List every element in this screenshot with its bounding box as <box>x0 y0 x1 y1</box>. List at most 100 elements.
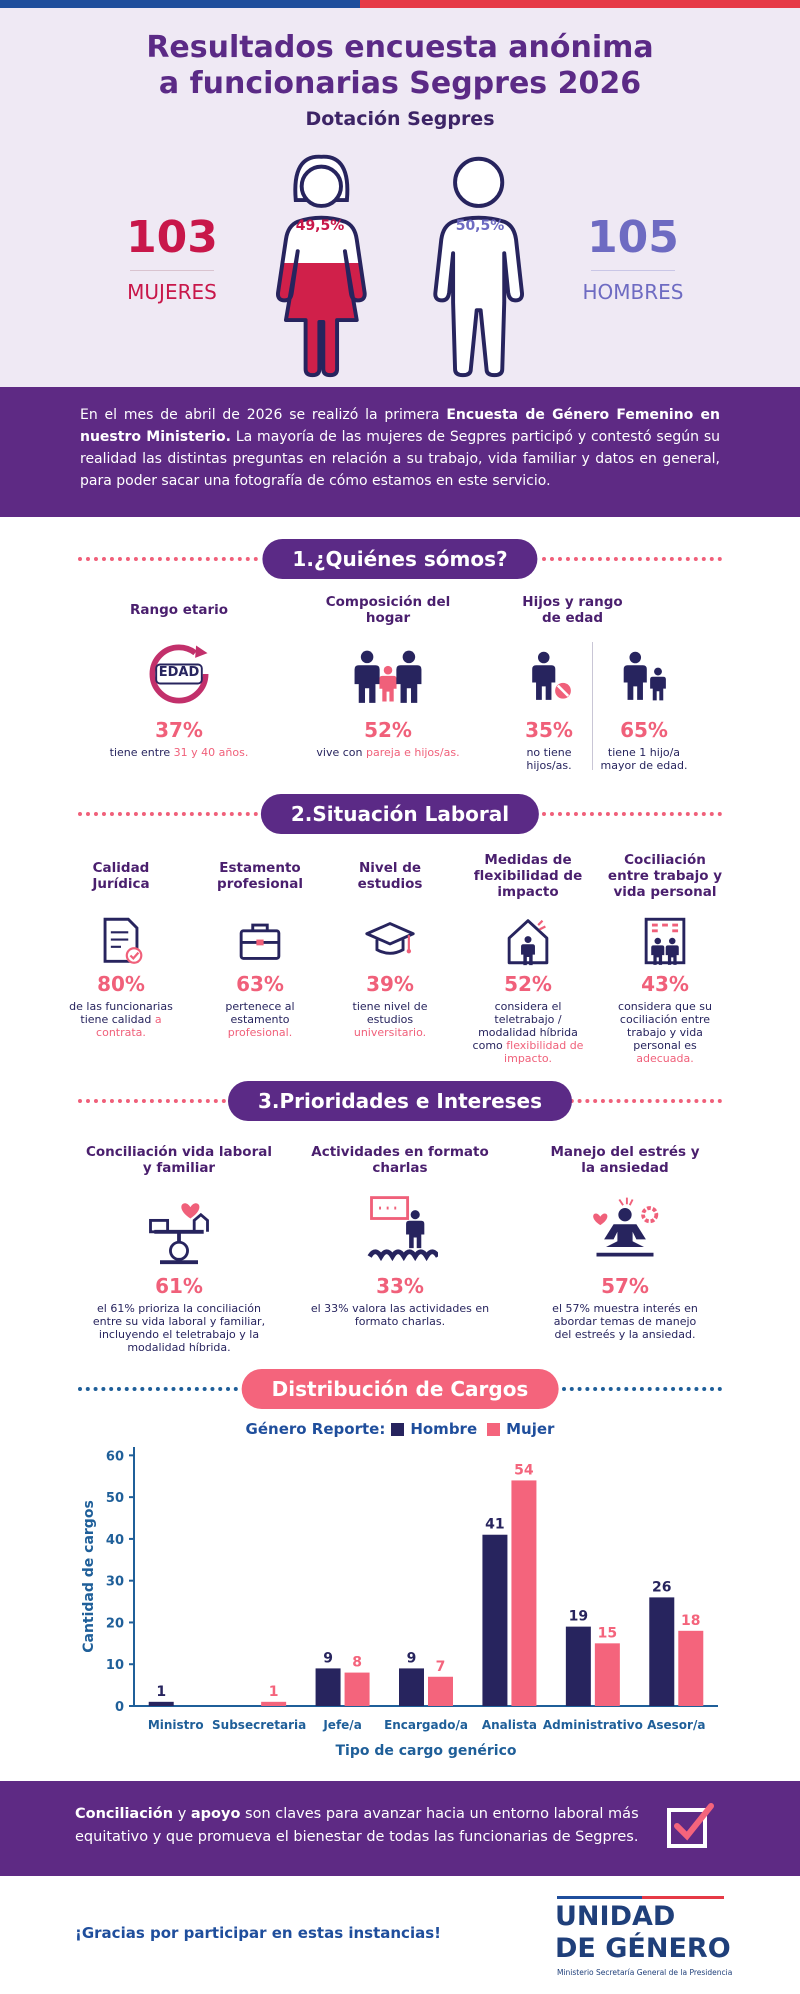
desc-highlight: universitario. <box>353 1026 427 1039</box>
intro-band <box>0 387 800 517</box>
men-count: 105 <box>587 212 679 263</box>
logo-subtitle: Ministerio Secretaría General de la Pres… <box>557 1968 733 1977</box>
legend: Género Reporte: Hombre Mujer <box>0 1420 800 1438</box>
title-line: a funcionarias Segpres 2026 <box>158 66 642 101</box>
footer-part: apoyo <box>190 1806 241 1822</box>
icon <box>367 1196 438 1262</box>
item-title: Conciliación vida laboral y familiar <box>86 1144 272 1176</box>
item-title: Medidas de flexibilidad de impacto <box>473 852 583 900</box>
item-title: Actividades en formato charlas <box>311 1144 489 1176</box>
y-tick-label: 30 <box>106 1575 124 1590</box>
dotted-line <box>78 1099 258 1103</box>
icon <box>149 644 209 704</box>
bar <box>678 1630 704 1706</box>
icon <box>365 922 415 955</box>
item-title: Manejo del estrés y la ansiedad <box>550 1144 700 1176</box>
item-title: Calidad Jurídica <box>92 860 150 892</box>
item-percent: 63% <box>236 972 284 996</box>
divider <box>130 270 214 271</box>
bar <box>428 1676 453 1706</box>
footer-text: Conciliación y apoyo son claves para ava… <box>75 1803 645 1849</box>
woman-figure <box>275 154 367 378</box>
intro-part: Encuesta de Género Femenino en nuestro M… <box>80 407 721 445</box>
intro-part: La mayoría de las mujeres de Segpres par… <box>80 429 721 489</box>
chart-title: Distribución de Cargos <box>241 1369 559 1409</box>
women-count: 103 <box>126 212 218 263</box>
item-percent: 33% <box>376 1274 424 1298</box>
icon <box>532 651 571 700</box>
icon <box>644 917 686 965</box>
y-tick-label: 0 <box>115 1700 124 1715</box>
people-figures <box>275 154 525 378</box>
intro-part: En el mes de abril de 2026 se realizó la… <box>80 407 440 423</box>
desc-text: tiene entre <box>109 746 171 759</box>
legend-swatch <box>487 1422 501 1436</box>
dotted-line <box>78 812 258 816</box>
desc-text: no tiene hijos/as. <box>526 746 572 772</box>
logo-line: DE GÉNERO <box>555 1933 731 1964</box>
y-tick-label: 50 <box>106 1491 124 1506</box>
icon <box>593 1197 659 1257</box>
y-tick-label: 40 <box>106 1533 124 1548</box>
footer-part: y <box>177 1806 187 1822</box>
bar <box>511 1480 537 1706</box>
section-title: 1.¿Quiénes sómos? <box>262 539 538 579</box>
bar <box>565 1626 591 1706</box>
data-label: 15 <box>598 1625 617 1641</box>
y-tick-label: 20 <box>106 1616 124 1631</box>
logo-bar <box>557 1896 642 1899</box>
desc-text: tiene 1 hijo/a mayor de edad. <box>600 746 688 772</box>
item-percent: 57% <box>601 1274 649 1298</box>
bar <box>344 1672 370 1706</box>
y-tick-label: 10 <box>106 1658 124 1673</box>
men-percent: 50,5% <box>455 218 505 234</box>
item-desc: el 57% muestra interés en abordar temas … <box>550 1302 700 1341</box>
data-label: 18 <box>681 1613 700 1629</box>
section-title: 2.Situación Laboral <box>260 794 540 834</box>
data-label: 54 <box>514 1462 534 1478</box>
desc-text: considera el teletrabajo / modalidad híb… <box>472 1000 578 1052</box>
dotted-line <box>562 1387 722 1391</box>
top-bar-red <box>360 0 800 8</box>
check-icon <box>667 1803 714 1848</box>
legend-title: Género Reporte: <box>245 1420 386 1438</box>
bar <box>482 1534 508 1706</box>
bar <box>649 1597 675 1706</box>
y-axis-title: Cantidad de cargos <box>81 1500 97 1653</box>
item-percent: 37% <box>155 718 203 742</box>
x-tick-label: Jefe/a <box>322 1718 361 1732</box>
item-percent: 35% <box>525 718 573 742</box>
edad-label: EDAD <box>158 665 200 680</box>
dotted-line <box>542 557 722 561</box>
icon <box>623 651 666 701</box>
item-percent: 80% <box>97 972 145 996</box>
desc-text: el 57% muestra interés en abordar temas … <box>552 1302 698 1341</box>
legend-swatch <box>391 1422 405 1436</box>
item-desc: el 61% prioriza la conciliación entre su… <box>84 1302 274 1354</box>
item-title: Nivel de estudios <box>357 860 423 892</box>
bar <box>261 1701 287 1706</box>
subtitle: Dotación Segpres <box>305 108 495 130</box>
desc-highlight: adecuada. <box>636 1052 694 1065</box>
item-desc: tiene 1 hijo/a mayor de edad. <box>599 746 689 772</box>
item-title: Composición del hogar <box>325 594 451 626</box>
icon <box>239 923 281 960</box>
desc-text: considera que su cociliación entre traba… <box>618 1000 712 1052</box>
divider <box>592 642 593 770</box>
women-percent: 49,5% <box>295 218 345 234</box>
desc-text: tiene nivel de estudios <box>352 1000 428 1026</box>
item-title: Rango etario <box>129 602 229 618</box>
item-percent: 52% <box>364 718 412 742</box>
item-desc: considera el teletrabajo / modalidad híb… <box>466 1000 590 1065</box>
item-desc: no tiene hijos/as. <box>504 746 594 772</box>
item-title: Hijos y rango de edad <box>522 594 623 626</box>
legend-entry: Hombre <box>410 1420 478 1438</box>
item-desc: de las funcionarias tiene calidad a cont… <box>62 1000 180 1039</box>
desc-highlight: pareja e hijos/as. <box>366 746 460 759</box>
header-background <box>0 0 800 387</box>
desc-highlight: a contrata. <box>96 1013 162 1039</box>
man-figure <box>433 156 525 378</box>
item-percent: 52% <box>504 972 552 996</box>
item-desc: el 33% valora las actividades en formato… <box>305 1302 495 1328</box>
item-percent: 43% <box>641 972 689 996</box>
